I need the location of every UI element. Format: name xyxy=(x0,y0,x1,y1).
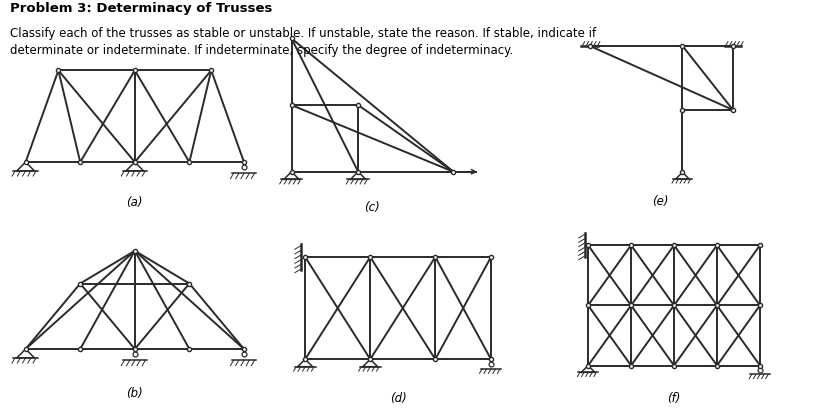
Text: (b): (b) xyxy=(127,386,143,399)
Text: Problem 3: Determinacy of Trusses: Problem 3: Determinacy of Trusses xyxy=(10,2,272,15)
Text: (f): (f) xyxy=(667,392,681,404)
Text: Classify each of the trusses as stable or unstable. If unstable, state the reaso: Classify each of the trusses as stable o… xyxy=(10,27,596,57)
Text: (e): (e) xyxy=(652,195,669,208)
Text: (a): (a) xyxy=(127,195,143,208)
Text: (c): (c) xyxy=(364,201,379,214)
Text: (d): (d) xyxy=(390,391,407,404)
